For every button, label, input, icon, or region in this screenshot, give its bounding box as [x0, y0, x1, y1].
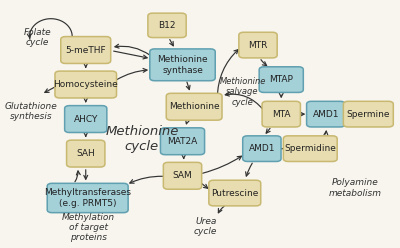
Text: SAH: SAH [76, 149, 95, 158]
FancyBboxPatch shape [166, 93, 222, 120]
FancyBboxPatch shape [150, 49, 215, 81]
Text: AMD1: AMD1 [312, 110, 339, 119]
FancyBboxPatch shape [163, 162, 202, 189]
Text: Methionine
cycle: Methionine cycle [105, 125, 178, 153]
Text: AMD1: AMD1 [249, 144, 275, 153]
FancyBboxPatch shape [66, 140, 105, 167]
Text: Methionine
synthase: Methionine synthase [157, 55, 208, 74]
FancyBboxPatch shape [343, 101, 393, 127]
Text: Spermidine: Spermidine [284, 144, 336, 153]
FancyBboxPatch shape [65, 106, 107, 132]
Text: AHCY: AHCY [74, 115, 98, 124]
Text: B12: B12 [158, 21, 176, 30]
Text: SAM: SAM [173, 171, 192, 180]
Text: Putrescine: Putrescine [211, 188, 258, 198]
Text: MAT2A: MAT2A [167, 137, 198, 146]
Text: Methionine: Methionine [169, 102, 220, 111]
Text: 5-meTHF: 5-meTHF [66, 46, 106, 55]
FancyBboxPatch shape [55, 71, 116, 98]
Text: Methyltransferases
(e.g. PRMT5): Methyltransferases (e.g. PRMT5) [44, 188, 131, 208]
FancyBboxPatch shape [306, 101, 345, 127]
Text: Homocysteine: Homocysteine [53, 80, 118, 89]
FancyBboxPatch shape [259, 67, 303, 93]
Text: Polyamine
metabolism: Polyamine metabolism [328, 178, 381, 198]
Text: Methylation
of target
proteins: Methylation of target proteins [62, 213, 115, 243]
Text: MTA: MTA [272, 110, 290, 119]
FancyBboxPatch shape [283, 136, 337, 161]
FancyBboxPatch shape [243, 136, 281, 161]
FancyBboxPatch shape [262, 101, 300, 127]
FancyBboxPatch shape [61, 36, 111, 63]
FancyBboxPatch shape [209, 180, 261, 206]
Text: MTAP: MTAP [269, 75, 293, 84]
FancyBboxPatch shape [160, 128, 204, 155]
Text: Urea
cycle: Urea cycle [194, 217, 218, 236]
FancyBboxPatch shape [47, 183, 128, 213]
Text: Methionine
salvage
cycle: Methionine salvage cycle [219, 77, 266, 107]
Text: Glutathione
synthesis: Glutathione synthesis [4, 102, 57, 121]
Text: Folate
cycle: Folate cycle [24, 28, 51, 47]
Text: MTR: MTR [248, 41, 268, 50]
Text: Spermine: Spermine [346, 110, 390, 119]
FancyBboxPatch shape [148, 13, 186, 37]
FancyBboxPatch shape [239, 32, 277, 58]
